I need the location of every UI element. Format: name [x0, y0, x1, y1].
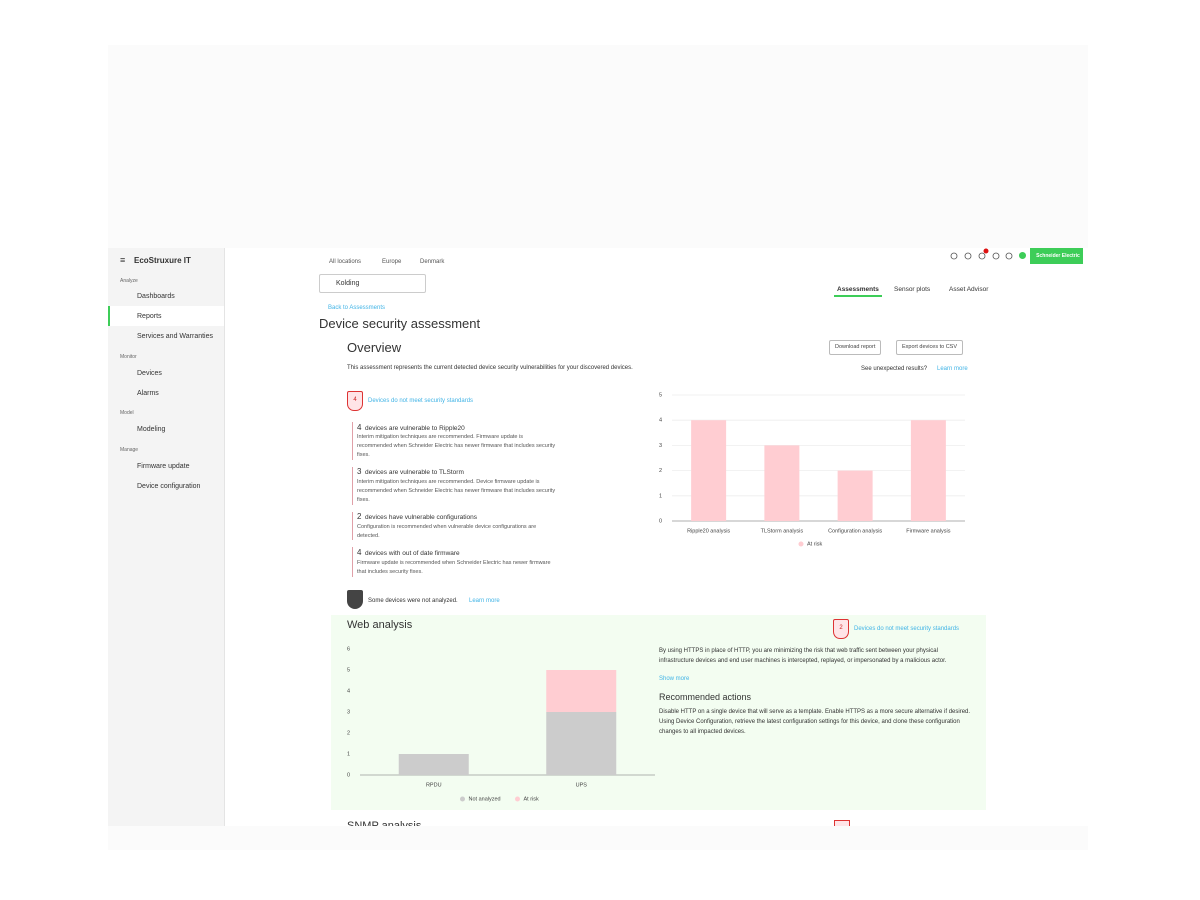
breadcrumb[interactable]: All locations [329, 259, 362, 265]
nav-section: Analyze [120, 278, 138, 284]
nav-item[interactable]: Services and Warranties [137, 333, 213, 340]
finding-text: devices are vulnerable to TLStorm [365, 469, 464, 476]
not-analyzed: Some devices were not analyzed. [368, 598, 458, 604]
finding-border [352, 547, 353, 577]
finding-detail: Firmware update is recommended when Schn… [357, 560, 551, 575]
active-indicator [108, 306, 111, 326]
tab[interactable]: Asset Advisor [949, 286, 989, 293]
finding-count: 4 [357, 548, 362, 557]
link[interactable]: Learn more [937, 366, 968, 372]
show-more[interactable]: Show more [659, 676, 690, 682]
nav-section: Model [120, 410, 134, 416]
button[interactable]: Download report [829, 340, 882, 355]
finding-detail: Configuration is recommended when vulner… [357, 524, 537, 539]
actions: Disable HTTP on a single device that wil… [659, 709, 971, 735]
active-bg [110, 306, 224, 326]
page-title: Device security assessment [319, 316, 481, 331]
link[interactable]: Learn more [469, 598, 500, 604]
description: By using HTTPS in place of HTTP, you are… [659, 648, 947, 664]
sidebar [108, 248, 225, 826]
nav-item[interactable]: Reports [137, 313, 162, 320]
badge-link[interactable]: Devices do not meet security standards [368, 398, 474, 404]
breadcrumb[interactable]: Europe [382, 259, 402, 265]
tab[interactable]: Sensor plots [894, 286, 931, 293]
finding-text: devices are vulnerable to Ripple20 [365, 425, 465, 432]
badge-link[interactable]: Devices do not meet security standards [854, 626, 960, 632]
badge: 4 [347, 391, 363, 411]
unexpected: See unexpected results? [861, 366, 928, 372]
badge [834, 820, 850, 827]
nav-item[interactable]: Firmware update [137, 463, 190, 470]
back-link[interactable]: Back to Assessments [328, 305, 386, 311]
nav-item[interactable]: Devices [137, 370, 162, 377]
brand: EcoStruxure IT [134, 256, 191, 265]
finding-detail: Interim mitigation techniques are recomm… [357, 479, 556, 503]
button[interactable]: Export devices to CSV [896, 340, 964, 355]
finding-border [352, 512, 353, 540]
finding-detail: Interim mitigation techniques are recomm… [357, 434, 556, 458]
finding-count: 3 [357, 467, 362, 476]
location: Kolding [336, 280, 360, 287]
description: This assessment represents the current d… [347, 365, 633, 371]
nav-item[interactable]: Modeling [137, 426, 166, 433]
nav-section: Monitor [120, 354, 137, 360]
brand-logo-text: Schneider Electric [1036, 253, 1080, 259]
section-title: Overview [347, 340, 402, 355]
location-select[interactable] [319, 274, 426, 293]
tab[interactable]: Assessments [837, 286, 879, 293]
badge: 2 [833, 619, 849, 639]
finding-border [352, 467, 353, 505]
menu-icon[interactable]: ≡ [120, 255, 126, 265]
web-panel [331, 615, 986, 810]
finding-text: devices have vulnerable configurations [365, 514, 478, 521]
nav-section: Manage [120, 447, 139, 453]
nav-item[interactable]: Device configuration [137, 483, 201, 490]
frame-bottom [108, 826, 1088, 850]
finding-border [352, 422, 353, 460]
finding-count: 2 [357, 512, 362, 521]
status-dot [1019, 252, 1026, 259]
section-title: Web analysis [347, 619, 413, 631]
breadcrumb[interactable]: Denmark [420, 259, 445, 265]
tab-underline [834, 295, 882, 297]
brand-logo [1030, 248, 1083, 264]
finding-text: devices with out of date firmware [365, 550, 460, 557]
finding-count: 4 [357, 423, 362, 432]
nav-item[interactable]: Dashboards [137, 293, 175, 300]
nav-item[interactable]: Alarms [137, 390, 159, 397]
shield-icon [347, 590, 363, 609]
actions-title: Recommended actions [659, 692, 752, 702]
